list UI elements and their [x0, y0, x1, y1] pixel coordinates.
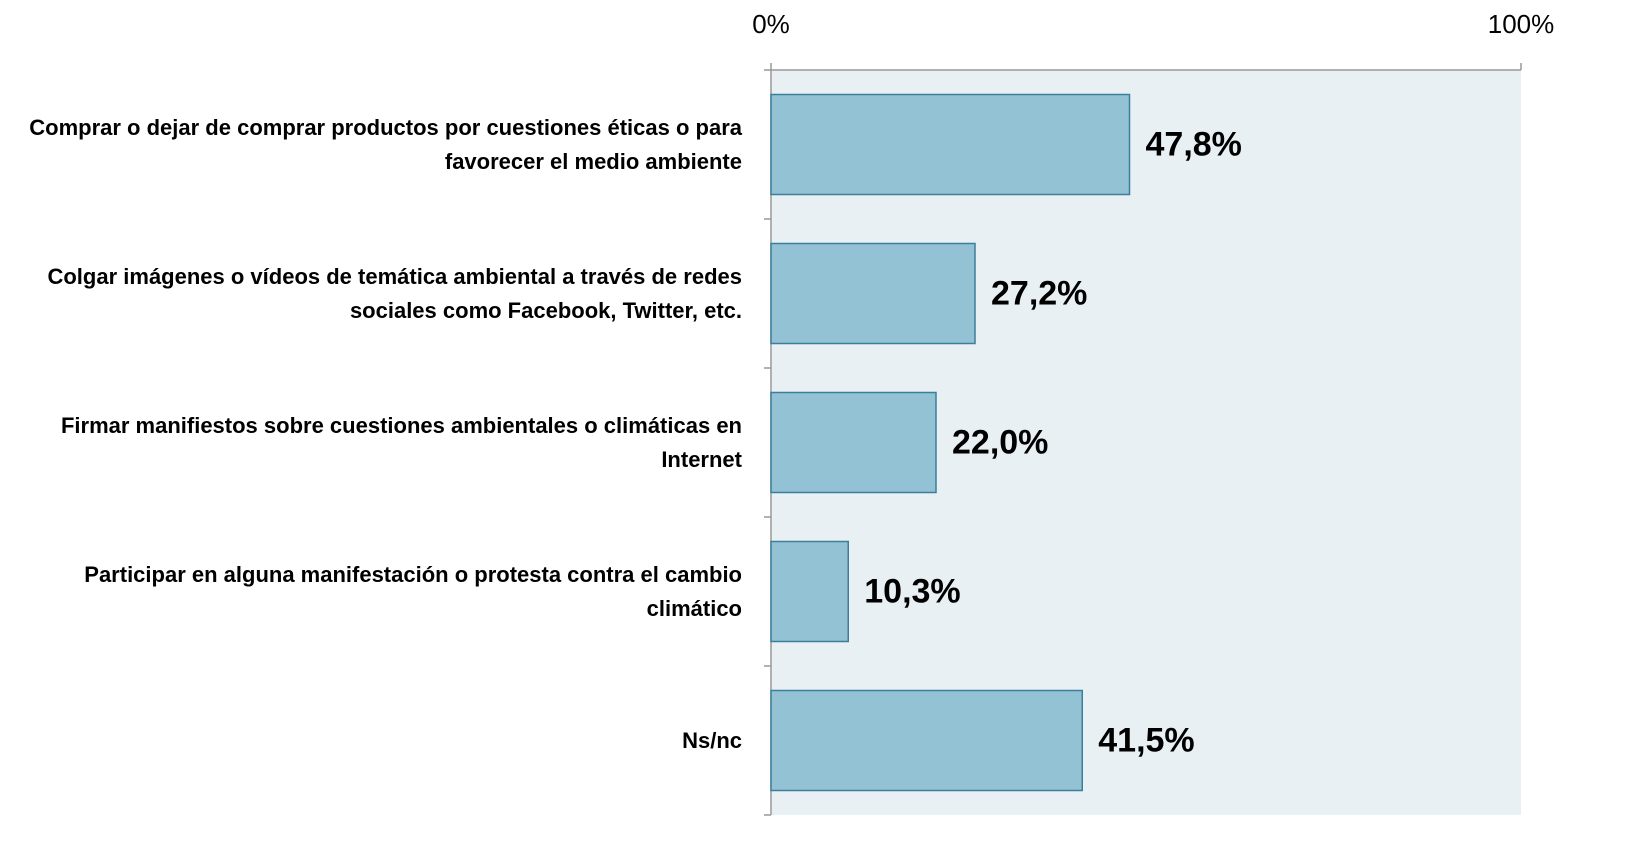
value-label: 10,3%: [864, 572, 960, 610]
x-tick-label: 0%: [752, 9, 790, 39]
category-label: Comprar o dejar de comprar productos por…: [29, 114, 742, 174]
category-label: Firmar manifiestos sobre cuestiones ambi…: [60, 412, 742, 472]
value-label: 27,2%: [991, 274, 1087, 312]
value-label: 41,5%: [1098, 721, 1194, 759]
value-label: 47,8%: [1146, 125, 1242, 163]
category-label: Participar en alguna manifestación o pro…: [84, 561, 742, 621]
category-label: Colgar imágenes o vídeos de temática amb…: [47, 263, 742, 323]
bar: [770, 689, 1083, 792]
bar: [770, 93, 1131, 196]
bar: [770, 540, 849, 643]
bar: [770, 242, 976, 345]
value-label: 22,0%: [952, 423, 1048, 461]
x-tick-label: 100%: [1488, 9, 1555, 39]
bar: [770, 391, 937, 494]
category-label: Ns/nc: [682, 727, 742, 753]
